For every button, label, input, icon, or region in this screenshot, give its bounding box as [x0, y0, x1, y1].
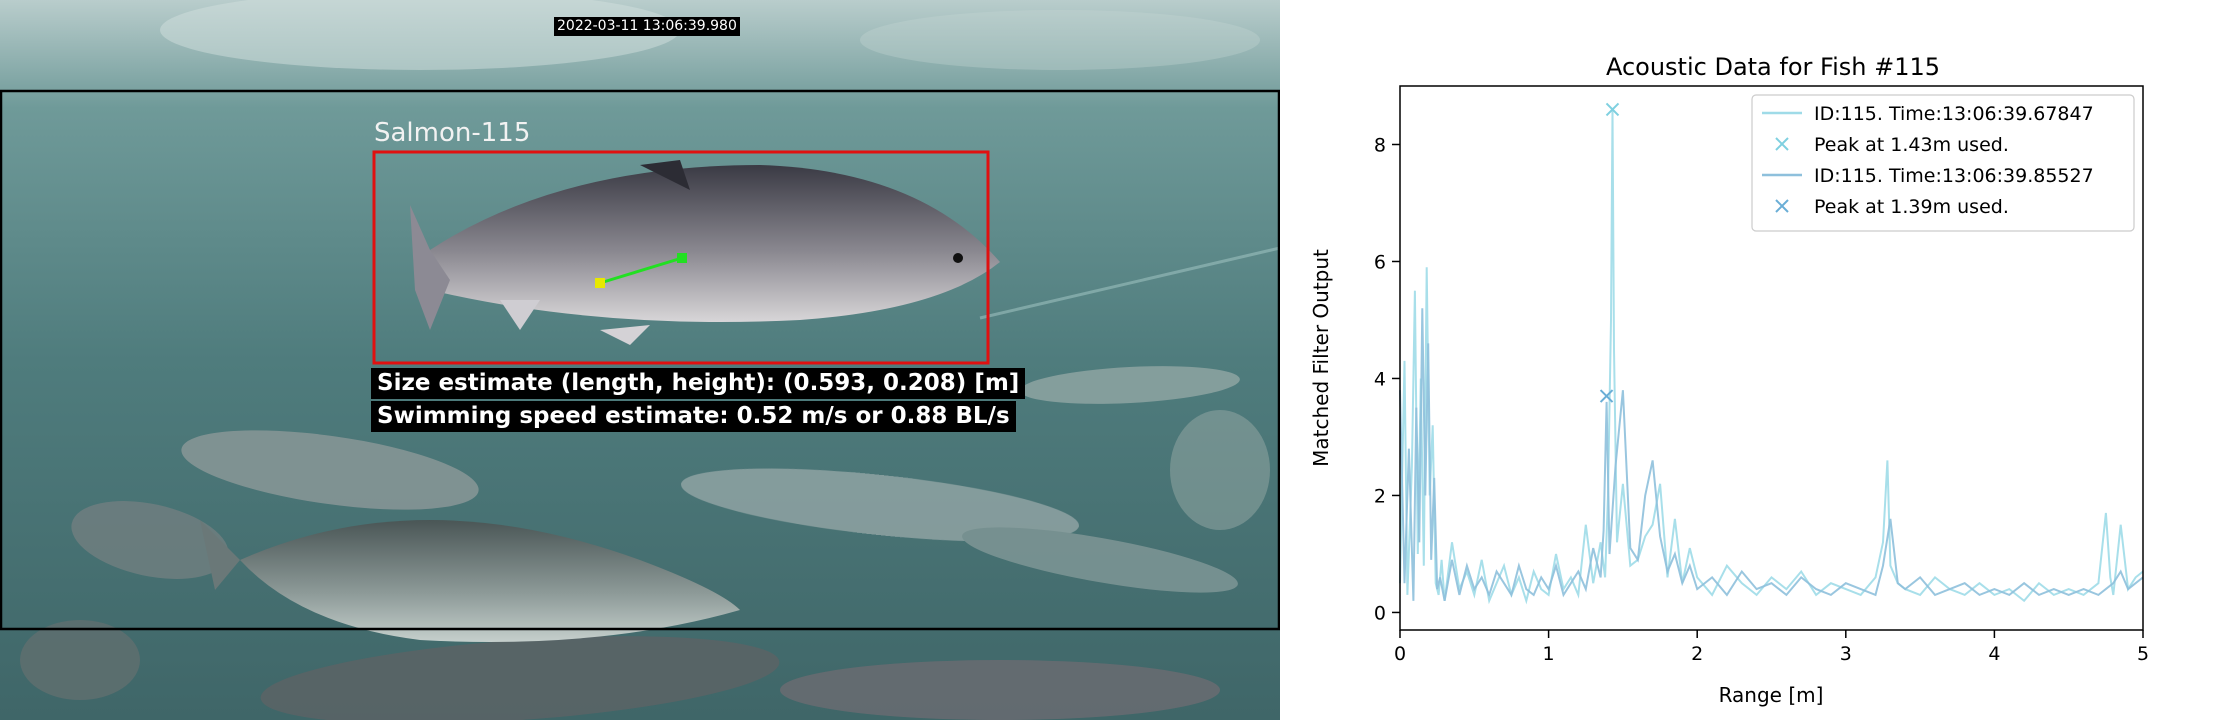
- video-scene: [0, 0, 1280, 720]
- acoustic-chart: Acoustic Data for Fish #115 0 1 2 3 4 5 0 2 4 6 8…: [1309, 53, 2149, 707]
- background-line: [979, 246, 1280, 320]
- peak-marker-2: [1599, 389, 1614, 403]
- underwater-video-frame: 2022-03-11 13:06:39.980 Salmon-115 Size …: [0, 0, 1280, 720]
- x-tick-label: 2: [1691, 643, 1703, 665]
- chart-legend: ID:115. Time:13:06:39.67847 Peak at 1.43m…: [1751, 94, 2135, 232]
- lower-fish: [200, 520, 740, 642]
- roi-box: [0, 89, 1280, 631]
- series-line-2: [1399, 308, 2144, 601]
- legend-label: ID:115. Time:13:06:39.67847: [1814, 103, 2094, 125]
- legend-frame: [1751, 94, 2135, 232]
- legend-entry-2: Peak at 1.43m used.: [1775, 134, 2009, 156]
- legend-entry-1: ID:115. Time:13:06:39.67847: [1762, 103, 2094, 125]
- x-axis-label: Range [m]: [1719, 683, 1824, 707]
- size-estimate-label: Size estimate (length, height): (0.593, …: [371, 368, 1026, 399]
- speed-vector-end: [677, 253, 687, 263]
- y-tick-label: 2: [1374, 485, 1386, 507]
- track-label: Salmon-115: [374, 118, 531, 148]
- chart-title: Acoustic Data for Fish #115: [1606, 53, 1940, 81]
- y-tick-label: 6: [1374, 251, 1386, 273]
- legend-swatch: [1775, 199, 1789, 213]
- legend-label: ID:115. Time:13:06:39.85527: [1814, 165, 2094, 187]
- x-tick-label: 4: [1988, 643, 2000, 665]
- y-axis-label: Matched Filter Output: [1309, 249, 1333, 467]
- y-tick-label: 8: [1374, 134, 1386, 156]
- legend-label: Peak at 1.39m used.: [1814, 196, 2009, 218]
- video-timestamp: 2022-03-11 13:06:39.980: [554, 17, 740, 36]
- x-tick-label: 3: [1840, 643, 1852, 665]
- tracked-salmon: [410, 160, 1000, 345]
- legend-label: Peak at 1.43m used.: [1814, 134, 2009, 156]
- peak-marker-1: [1605, 102, 1620, 117]
- legend-entry-3: ID:115. Time:13:06:39.85527: [1762, 165, 2094, 187]
- legend-swatch: [1775, 137, 1789, 151]
- detection-box: [372, 150, 990, 365]
- x-tick-label: 1: [1543, 643, 1555, 665]
- speed-vector-start: [595, 278, 605, 288]
- speed-estimate-label: Swimming speed estimate: 0.52 m/s or 0.8…: [371, 401, 1016, 432]
- y-tick-label: 4: [1374, 368, 1386, 390]
- series-line-1: [1399, 109, 2144, 605]
- y-tick-label: 0: [1374, 602, 1386, 624]
- speed-vector: [599, 256, 683, 285]
- x-tick-label: 0: [1394, 643, 1406, 665]
- legend-entry-4: Peak at 1.39m used.: [1775, 196, 2009, 218]
- plot-area-frame: [1399, 85, 2144, 631]
- acoustic-chart-panel: Acoustic Data for Fish #115 0 1 2 3 4 5 0 2 4 6 8…: [1280, 0, 2240, 720]
- background-fish-group: [20, 366, 1270, 720]
- x-tick-label: 5: [2137, 643, 2149, 665]
